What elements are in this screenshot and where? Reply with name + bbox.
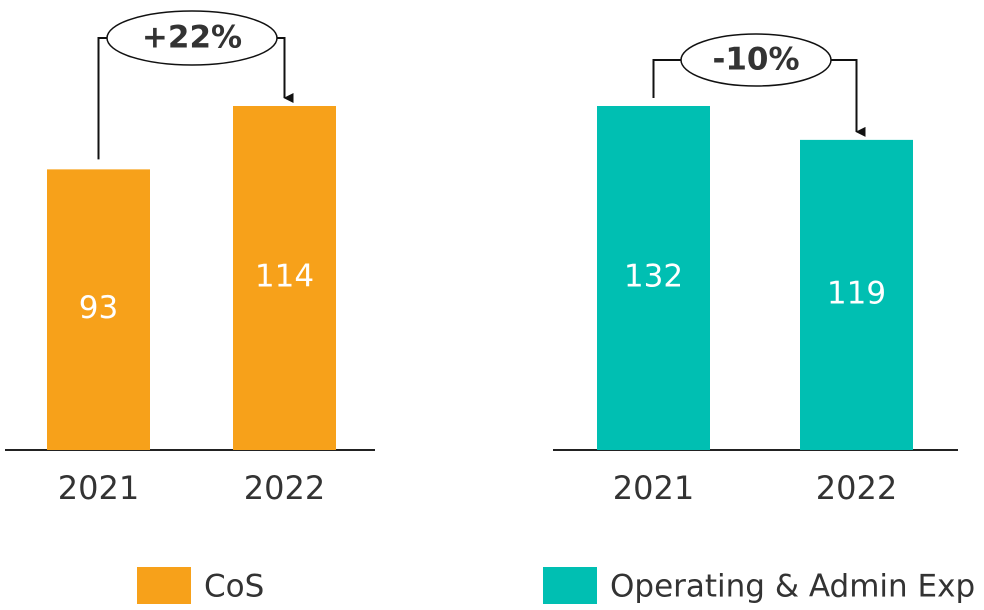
annotation: -10% — [712, 42, 799, 78]
bar — [47, 169, 150, 451]
annotation-bracket — [652, 59, 681, 98]
value-label: 132 — [624, 259, 683, 295]
annotation-arrow — [831, 59, 866, 137]
annotation-bracket — [97, 37, 107, 160]
bar — [800, 139, 913, 450]
bar — [597, 106, 710, 450]
legend-swatch — [137, 567, 191, 604]
value-label: 119 — [827, 275, 886, 311]
x-tick-label: 2022 — [816, 469, 897, 507]
annotation: +22% — [142, 20, 242, 56]
legend-swatch — [543, 567, 597, 604]
x-tick-label: 2021 — [613, 469, 694, 507]
value-label: 93 — [79, 290, 118, 326]
x-tick-label: 2021 — [58, 469, 139, 507]
value-label: 114 — [255, 259, 314, 295]
bar — [233, 106, 336, 450]
annotation-bubble — [680, 33, 832, 87]
annotation-bubble — [106, 10, 278, 66]
legend-label: CoS — [204, 569, 264, 605]
annotation-arrow — [277, 37, 294, 103]
x-tick-label: 2022 — [244, 469, 325, 507]
legend-label: Operating & Admin Exp — [610, 569, 975, 605]
